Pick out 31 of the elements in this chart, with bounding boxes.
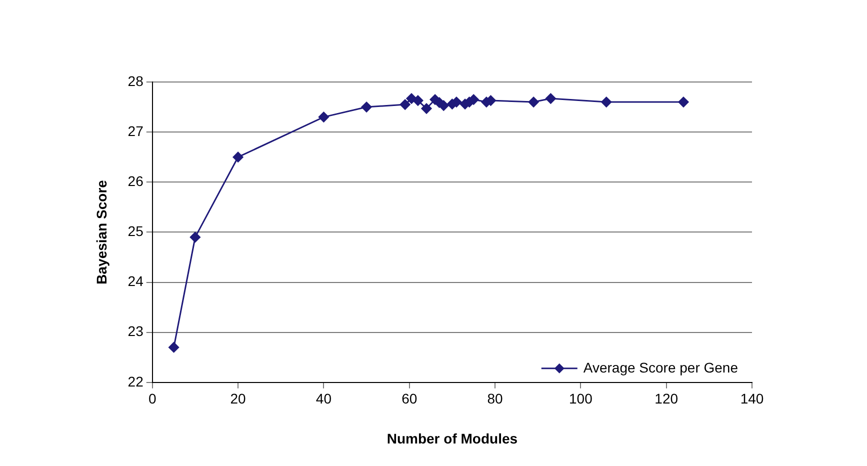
y-tick-label: 26 (128, 172, 144, 189)
x-tick-label: 0 (148, 390, 156, 407)
point (400, 99, 410, 110)
point (168, 342, 180, 353)
y-tick-label: 23 (128, 323, 144, 340)
x-tick-label: 60 (402, 390, 418, 407)
x-tick-label: 20 (230, 390, 246, 407)
point (232, 152, 244, 162)
point (545, 93, 556, 104)
point (412, 95, 424, 106)
legend-label: Average Score per Gene (583, 359, 738, 376)
y-tick-label: 22 (128, 373, 144, 390)
point (421, 103, 432, 114)
x-tick-label: 100 (569, 390, 593, 407)
x-axis-title: Number of Modules (386, 430, 518, 446)
point (190, 232, 200, 242)
point (361, 102, 372, 112)
x-tick-label: 120 (654, 390, 678, 407)
point (528, 96, 539, 108)
y-tick-label: 27 (128, 122, 144, 139)
y-axis-title: Bayesian Score (93, 180, 110, 284)
y-tick-label: 28 (128, 72, 144, 89)
y-tick-label: 25 (128, 223, 144, 240)
point (318, 112, 329, 122)
point (601, 96, 612, 108)
point (678, 96, 689, 108)
x-tick-label: 40 (316, 390, 332, 407)
y-tick-label: 24 (128, 273, 144, 290)
point (406, 93, 417, 104)
x-tick-label: 80 (487, 390, 504, 407)
x-tick-label: 140 (740, 390, 764, 407)
